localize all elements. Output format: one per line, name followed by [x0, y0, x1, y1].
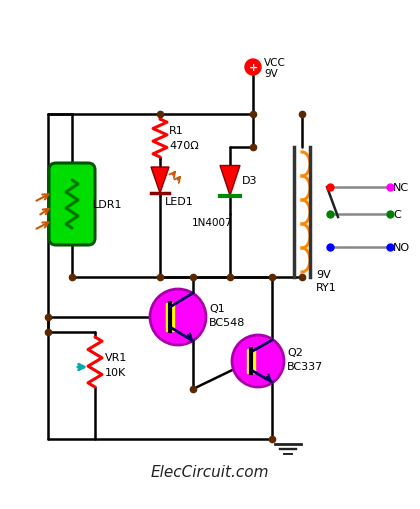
Polygon shape [151, 167, 169, 193]
Text: NC: NC [393, 183, 409, 192]
Text: LDR1: LDR1 [93, 200, 123, 210]
Circle shape [232, 335, 284, 387]
Text: 1N4007: 1N4007 [192, 217, 233, 228]
Text: NO: NO [393, 242, 410, 252]
FancyBboxPatch shape [49, 164, 95, 245]
Circle shape [150, 290, 206, 345]
Text: +: + [248, 63, 257, 73]
Text: 470Ω: 470Ω [169, 140, 199, 151]
Text: Q2: Q2 [287, 347, 303, 357]
Text: R1: R1 [169, 126, 184, 136]
Text: ElecCircuit.com: ElecCircuit.com [151, 465, 269, 479]
Text: LED1: LED1 [165, 196, 194, 207]
Text: Q1: Q1 [209, 303, 225, 314]
Text: RY1: RY1 [316, 282, 337, 293]
Text: VCC: VCC [264, 58, 286, 68]
Text: 10K: 10K [105, 367, 126, 377]
Text: VR1: VR1 [105, 352, 127, 362]
Text: D3: D3 [242, 176, 257, 186]
Polygon shape [220, 166, 240, 196]
Text: BC337: BC337 [287, 361, 323, 371]
Bar [247, 349, 255, 373]
Bar [166, 303, 174, 331]
Text: BC548: BC548 [209, 318, 245, 327]
Circle shape [245, 60, 261, 76]
Text: 9V: 9V [264, 69, 278, 79]
Text: 9V: 9V [316, 269, 331, 279]
Text: C: C [393, 210, 401, 219]
